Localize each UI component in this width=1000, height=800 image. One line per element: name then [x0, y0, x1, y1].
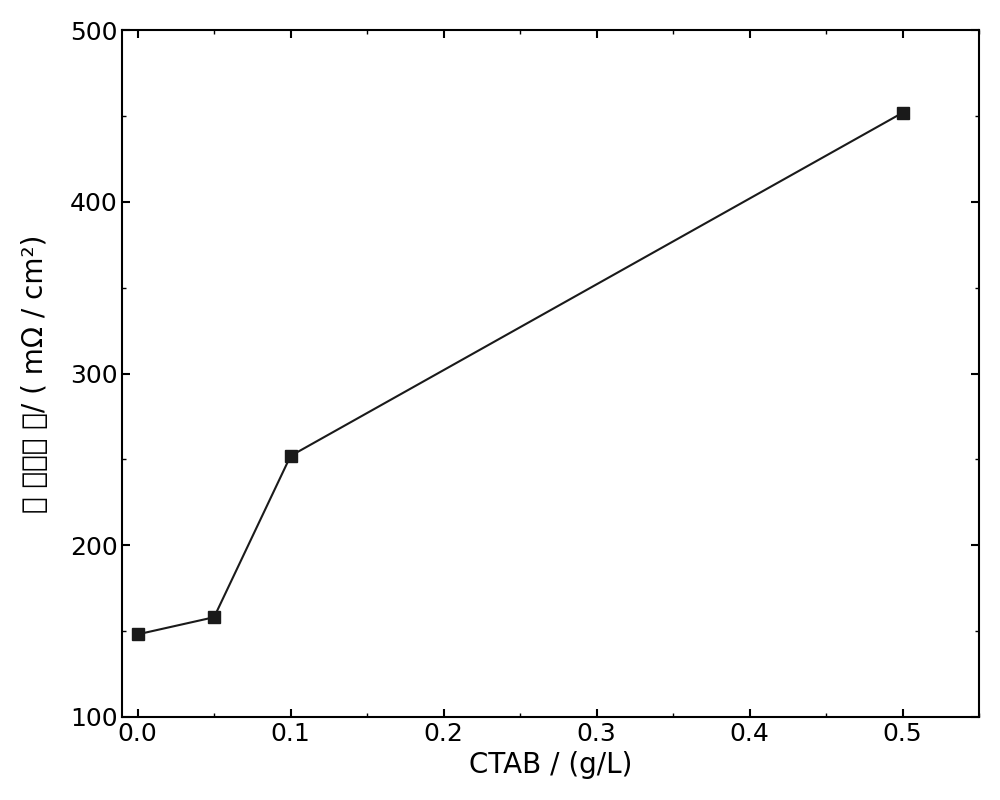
X-axis label: CTAB / (g/L): CTAB / (g/L) [469, 751, 632, 779]
Y-axis label: 表 面电阳 率/ ( mΩ / cm²): 表 面电阳 率/ ( mΩ / cm²) [21, 234, 49, 513]
